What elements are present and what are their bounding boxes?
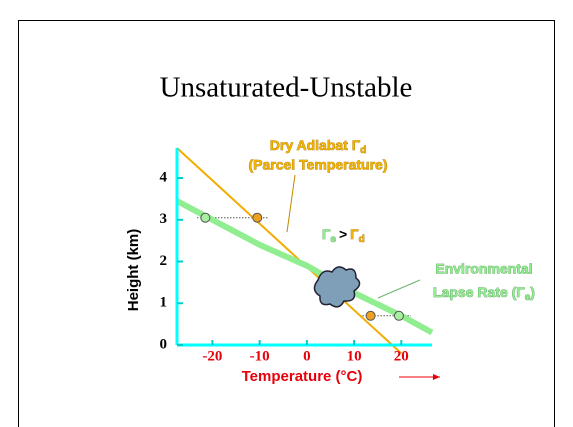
x-tick-label: 20 <box>394 348 409 364</box>
x-tick-label: 10 <box>347 348 362 364</box>
marker <box>201 213 210 222</box>
x-tick-label: 0 <box>303 348 311 364</box>
annotation-text: Lapse Rate (Γ <box>433 284 525 300</box>
y-axis-label: Height (km) <box>125 229 142 312</box>
slide: Unsaturated-Unstable Height (km) Tempera… <box>0 0 573 427</box>
y-tick-label: 0 <box>160 336 168 352</box>
annotation: Environmental <box>435 261 532 277</box>
marker <box>394 311 403 320</box>
y-tick-label: 2 <box>160 253 168 269</box>
annotation-text: ) <box>530 284 535 300</box>
y-tick-label: 4 <box>160 169 168 185</box>
annotation-subscript: e <box>330 234 336 245</box>
x-axis-label: Temperature (°C) <box>242 368 363 385</box>
marker <box>366 311 375 320</box>
annotation: (Parcel Temperature) <box>248 157 387 173</box>
annotation-text: Dry Adiabat Γ <box>270 137 361 153</box>
marker <box>253 213 262 222</box>
annotation-subscript: d <box>360 145 366 156</box>
y-tick-label: 3 <box>160 211 168 227</box>
annotation-subscript: d <box>359 234 365 245</box>
y-tick-label: 1 <box>160 295 168 311</box>
annotation-text: > <box>339 226 347 242</box>
x-tick-label: -10 <box>250 348 270 364</box>
x-tick-label: -20 <box>202 348 222 364</box>
slide-title: Unsaturated-Unstable <box>160 72 413 104</box>
